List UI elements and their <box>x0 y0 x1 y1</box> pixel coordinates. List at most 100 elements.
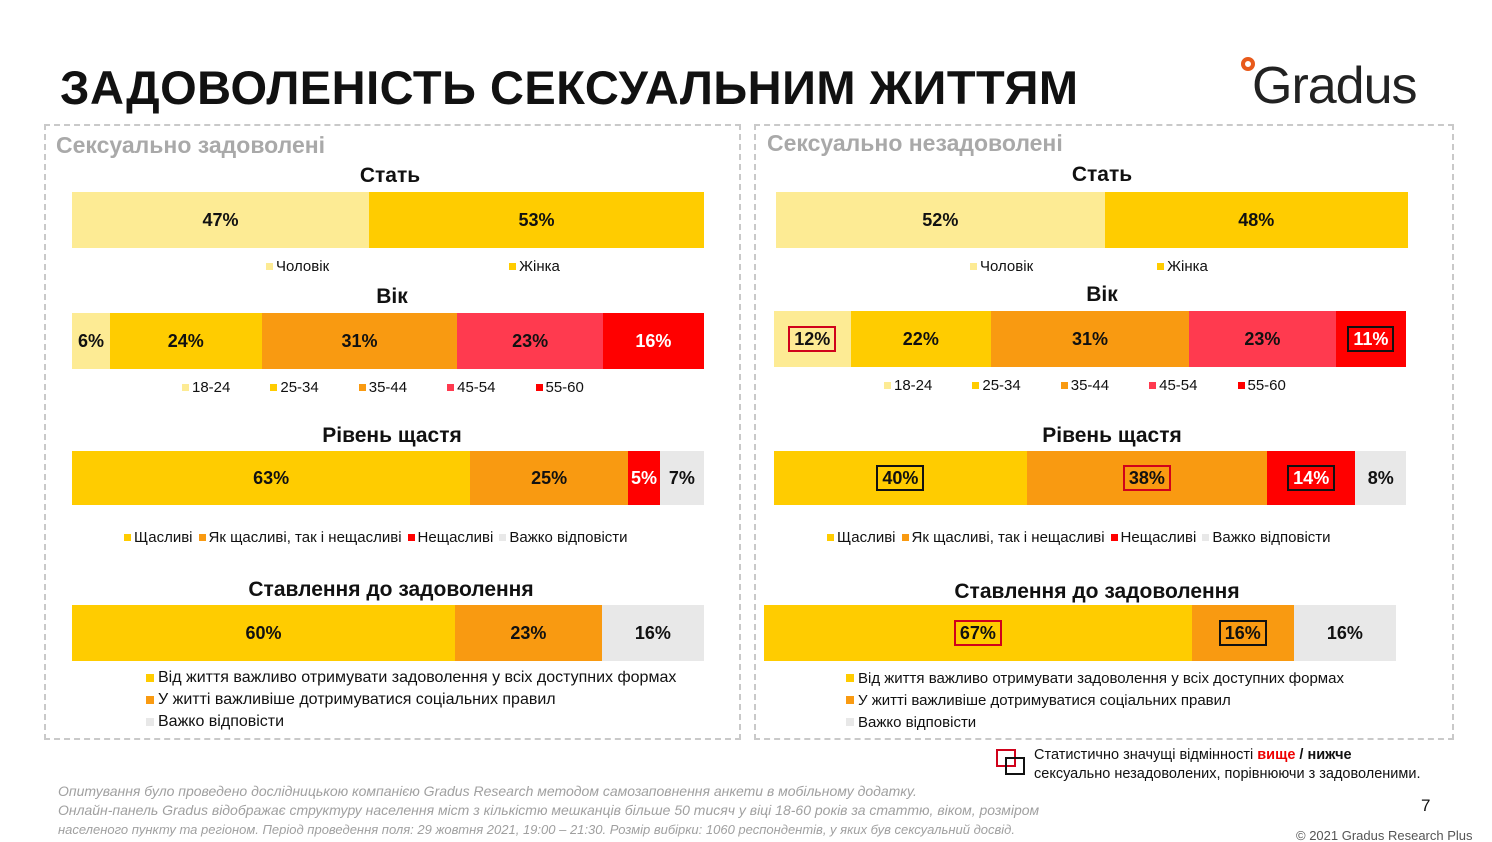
data-label: 14% <box>1287 465 1336 491</box>
bar-happiness-satisfied: 63% 25% 5% 7% <box>72 451 704 505</box>
bar-segment: 40% <box>774 451 1027 505</box>
data-label: 67% <box>953 620 1002 646</box>
bar-gender-satisfied: 47% 53% <box>72 192 704 248</box>
legend-item: Щасливі <box>124 529 193 546</box>
legend-label: 55-60 <box>1247 377 1286 394</box>
significance-higher: вище <box>1257 747 1296 763</box>
legend-swatch-icon <box>124 534 131 541</box>
data-label: 31% <box>1071 328 1108 349</box>
bar-segment: 53% <box>369 192 704 248</box>
legend-swatch-icon <box>1060 382 1068 389</box>
legend-item: Жінка <box>509 258 560 275</box>
bar-segment: 6% <box>72 313 110 369</box>
bar-age-unsatisfied: 12% 22% 31% 23% 11% <box>774 311 1406 367</box>
logo-text: Gradus <box>1252 57 1418 115</box>
legend-item: 55-60 <box>1237 377 1286 394</box>
legend-label: Важко відповісти <box>858 713 977 731</box>
bar-segment: 25% <box>470 451 629 505</box>
bar-segment: 67% <box>764 605 1192 661</box>
section-title-age: Вік <box>376 285 408 308</box>
legend-label: 35-44 <box>368 379 408 396</box>
legend-swatch-icon <box>146 696 154 704</box>
legend-label: 45-54 <box>1159 377 1198 394</box>
data-label: 6% <box>77 330 104 351</box>
legend-item: 25-34 <box>972 377 1021 394</box>
data-label: 24% <box>167 330 204 351</box>
legend-swatch-icon <box>447 384 455 391</box>
section-title-happiness: Рівень щастя <box>322 424 462 447</box>
footnote: Опитування було проведено дослідницькою … <box>58 782 1039 839</box>
legend-item: Як щасливі, так і нещасливі <box>901 529 1105 546</box>
legend-label: У житті важливіше дотримуватися соціальн… <box>158 691 556 708</box>
legend-attitude-satisfied: Від життя важливо отримувати задоволення… <box>146 667 676 733</box>
bar-segment: 47% <box>72 192 370 248</box>
legend-item: Нещасливі <box>1110 529 1197 546</box>
bar-attitude-satisfied: 60% 23% 16% <box>72 605 704 661</box>
legend-item: 45-54 <box>447 379 496 396</box>
bar-segment: 16% <box>1293 605 1396 661</box>
bar-segment: 14% <box>1266 451 1356 505</box>
legend-label: Чоловік <box>276 258 330 275</box>
section-title-gender-right: Стать <box>1071 163 1133 186</box>
data-label: 60% <box>245 622 282 643</box>
legend-swatch-icon <box>182 384 189 391</box>
legend-attitude-unsatisfied: Від життя важливо отримувати задоволення… <box>846 667 1344 733</box>
data-label: 52% <box>922 209 959 230</box>
legend-label: Важко відповісти <box>158 713 285 730</box>
legend-label: Нещасливі <box>1120 529 1197 546</box>
legend-happiness-unsatisfied: Щасливі Як щасливі, так і нещасливі Нещасл… <box>827 529 1331 546</box>
legend-swatch-icon <box>884 382 891 389</box>
legend-item: У житті важливіше дотримуватися соціальн… <box>146 689 676 711</box>
section-title-happiness-right: Рівень щастя <box>1042 424 1182 447</box>
legend-gender-satisfied: Чоловік Жінка <box>266 258 560 275</box>
footnote-line: Онлайн-панель Gradus відображає структур… <box>58 802 1040 818</box>
legend-label: Як щасливі, так і нещасливі <box>911 529 1105 546</box>
legend-label: Щасливі <box>837 529 896 546</box>
legend-age-satisfied: 18-24 25-34 35-44 45-54 55-60 <box>182 379 584 396</box>
significance-note: Статистично значущі відмінності вище / н… <box>994 746 1464 786</box>
data-label: 25% <box>531 467 568 488</box>
legend-age-unsatisfied: 18-24 25-34 35-44 45-54 55-60 <box>884 377 1286 394</box>
data-label: 16% <box>634 622 671 643</box>
legend-label: Жінка <box>1167 258 1208 275</box>
legend-item: Щасливі <box>827 529 896 546</box>
panel-title-satisfied: Сексуально задоволені <box>56 132 326 158</box>
panel-title-unsatisfied: Сексуально незадоволені <box>767 130 1063 156</box>
section-title-attitude: Ставлення до задоволення <box>248 578 534 601</box>
legend-label: 25-34 <box>982 377 1021 394</box>
data-label: 5% <box>630 467 657 488</box>
bar-segment: 63% <box>72 451 471 505</box>
bar-segment: 8% <box>1355 451 1406 505</box>
legend-item: 25-34 <box>270 379 319 396</box>
legend-item: 18-24 <box>182 379 230 396</box>
gradus-logo: Gradus <box>1240 52 1450 122</box>
legend-item: У житті важливіше дотримуватися соціальн… <box>846 689 1344 711</box>
legend-swatch-icon <box>266 263 273 270</box>
data-label: 53% <box>518 209 555 230</box>
bar-segment: 16% <box>601 605 704 661</box>
legend-label: 18-24 <box>894 377 933 394</box>
page-title: ЗАДОВОЛЕНІСТЬ СЕКСУАЛЬНИМ ЖИТТЯМ <box>60 61 1079 114</box>
legend-item: Чоловік <box>970 258 1033 275</box>
legend-swatch-icon <box>270 384 278 391</box>
legend-label: Чоловік <box>980 258 1034 275</box>
bar-attitude-unsatisfied: 67% 16% 16% <box>764 605 1396 661</box>
copyright: © 2021 Gradus Research Plus <box>1296 828 1473 842</box>
legend-swatch-icon <box>198 534 206 541</box>
data-label: 7% <box>668 467 695 488</box>
section-title-gender: Стать <box>359 164 421 187</box>
legend-item: Чоловік <box>266 258 329 275</box>
legend-swatch-icon <box>1149 382 1157 389</box>
legend-item: Важко відповісти <box>499 529 628 546</box>
legend-swatch-icon <box>846 718 854 726</box>
significance-separator: / <box>1295 747 1308 763</box>
legend-label: 45-54 <box>457 379 496 396</box>
legend-label: 25-34 <box>280 379 319 396</box>
legend-label: Важко відповісти <box>1212 529 1331 546</box>
data-label: 23% <box>510 622 547 643</box>
data-label: 8% <box>1367 467 1394 488</box>
legend-gender-unsatisfied: Чоловік Жінка <box>970 258 1208 275</box>
legend-swatch-icon <box>972 382 980 389</box>
legend-swatch-icon <box>1237 382 1245 389</box>
footnote-line: Опитування було проведено дослідницькою … <box>58 783 917 799</box>
